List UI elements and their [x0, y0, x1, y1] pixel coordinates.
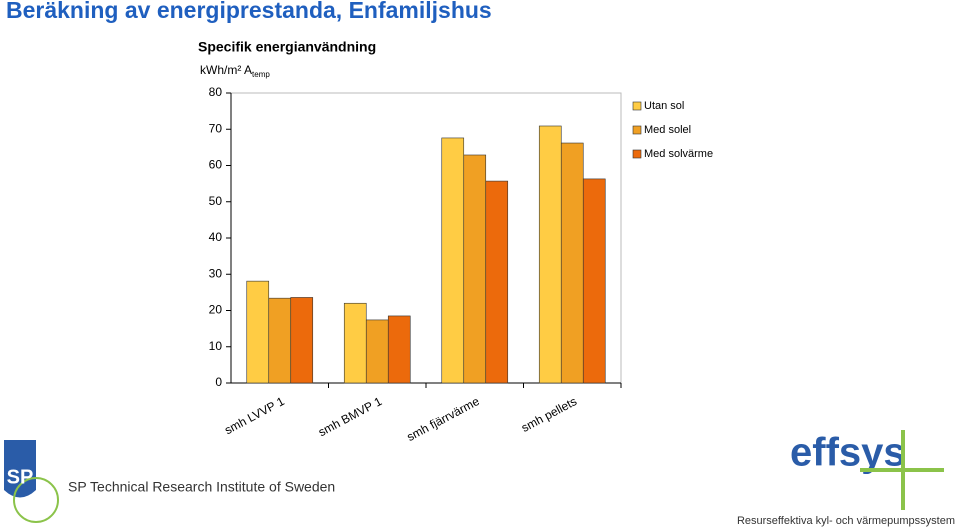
chart-title: Specifik energianvändning	[198, 39, 376, 55]
legend-swatch	[632, 149, 642, 159]
sp-shield	[4, 440, 36, 498]
x-tick-label: smh BMVP 1	[316, 394, 384, 439]
y-axis-label-main: kWh/m² A	[200, 63, 252, 77]
sp-name: SP Technical Research Institute of Swede…	[68, 479, 335, 495]
bar	[290, 297, 314, 384]
effsys-plus	[860, 430, 944, 510]
bar	[387, 315, 411, 384]
sp-ring	[13, 477, 59, 523]
legend-swatch	[632, 101, 642, 111]
legend-label: Med solel	[644, 124, 691, 136]
y-tick-label: 10	[209, 339, 223, 353]
bar	[485, 180, 509, 384]
slide-title: Beräkning av energiprestanda, Enfamiljsh…	[6, 0, 492, 23]
legend-swatch	[632, 125, 642, 135]
y-tick-label: 20	[209, 303, 223, 317]
effsys-tagline: Resurseffektiva kyl- och värmepumpssyste…	[737, 515, 955, 527]
y-tick-label: 50	[209, 194, 223, 208]
y-tick-label: 0	[215, 375, 222, 389]
bar	[560, 142, 584, 384]
effsys-logo: effsys	[790, 431, 906, 475]
bar	[365, 319, 389, 384]
y-tick-label: 40	[209, 230, 223, 244]
bar	[538, 125, 562, 384]
bar	[343, 302, 367, 384]
y-tick-label: 60	[209, 158, 223, 172]
x-tick-label: smh LVVP 1	[222, 394, 287, 437]
bar	[582, 178, 606, 384]
sp-logo: SP	[4, 440, 59, 523]
bar	[246, 280, 270, 384]
sp-logo-text: SP	[7, 466, 34, 488]
x-tick-label: smh fjärrvärme	[404, 394, 482, 444]
bar	[268, 297, 292, 384]
y-axis-label: kWh/m² Atemp	[200, 63, 270, 79]
legend-label: Utan sol	[644, 100, 684, 112]
bar	[463, 154, 487, 384]
y-tick-label: 30	[209, 266, 223, 280]
y-tick-label: 80	[209, 85, 223, 99]
legend-label: Med solvärme	[644, 148, 713, 160]
y-tick-label: 70	[209, 121, 223, 135]
y-axis-label-sub: temp	[252, 70, 270, 79]
bar	[441, 137, 465, 384]
x-tick-label: smh pellets	[519, 394, 579, 435]
